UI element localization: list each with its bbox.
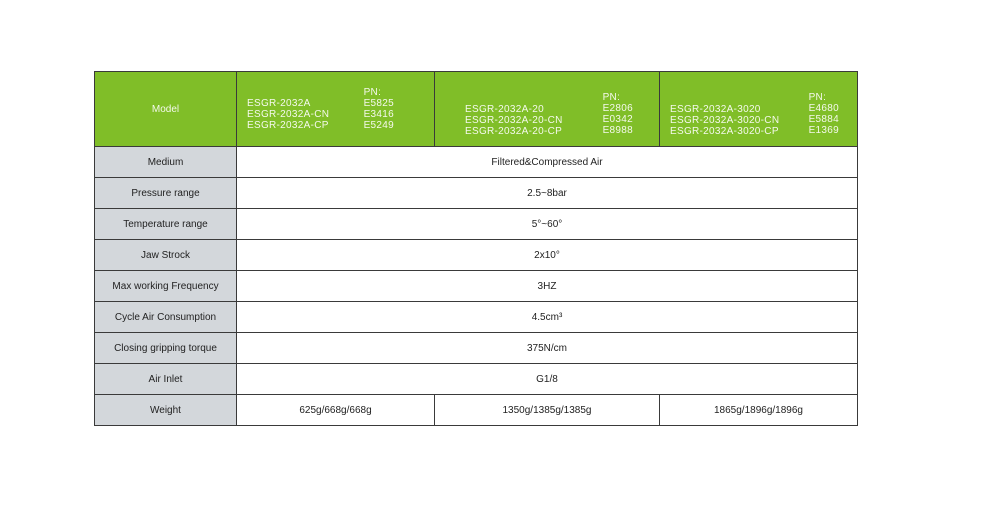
spec-label: Closing gripping torque <box>94 332 237 364</box>
weight-value: 1865g/1896g/1896g <box>659 394 858 426</box>
model-name: ESGR-2032A-3020-CN <box>670 114 780 126</box>
model-row: Model ESGR-2032A ESGR-2032A-CN ESGR-2032A-… <box>94 71 858 147</box>
pn: E8988 <box>602 125 633 136</box>
model-name: ESGR-2032A-20-CN <box>465 114 563 126</box>
pn: E1369 <box>808 125 839 136</box>
spec-row: Max working Frequency 3HZ <box>94 270 858 302</box>
model-cell: ESGR-2032A-3020 ESGR-2032A-3020-CN ESGR-20… <box>659 71 858 147</box>
spec-label: Medium <box>94 146 237 178</box>
spec-label: Pressure range <box>94 177 237 209</box>
model-label: Model <box>94 71 237 147</box>
model-name: ESGR-2032A-CP <box>247 119 329 131</box>
weight-value: 1350g/1385g/1385g <box>434 394 660 426</box>
pn: E4680 <box>808 103 839 114</box>
spec-value: Filtered&Compressed Air <box>236 146 858 178</box>
spec-label: Air Inlet <box>94 363 237 395</box>
spec-label: Temperature range <box>94 208 237 240</box>
spec-table: Model ESGR-2032A ESGR-2032A-CN ESGR-2032A-… <box>94 71 858 426</box>
spec-label: Jaw Strock <box>94 239 237 271</box>
spec-row: Cycle Air Consumption 4.5cm³ <box>94 301 858 333</box>
spec-label: Cycle Air Consumption <box>94 301 237 333</box>
model-name: ESGR-2032A-20-CP <box>465 125 563 137</box>
spec-value: 2x10° <box>236 239 858 271</box>
spec-value: G1/8 <box>236 363 858 395</box>
pn: E5825 <box>363 98 394 109</box>
weight-row: Weight 625g/668g/668g 1350g/1385g/1385g 186… <box>94 394 858 426</box>
spec-value: 2.5~8bar <box>236 177 858 209</box>
model-name: ESGR-2032A-20 <box>465 103 544 115</box>
pn-label: PN: <box>602 92 621 103</box>
spec-row: Medium Filtered&Compressed Air <box>94 146 858 178</box>
pn-label: PN: <box>808 92 827 103</box>
spec-row: Closing gripping torque 375N/cm <box>94 332 858 364</box>
model-cell: ESGR-2032A ESGR-2032A-CN ESGR-2032A-CP PN:… <box>236 71 435 147</box>
weight-label: Weight <box>94 394 237 426</box>
model-name: ESGR-2032A-CN <box>247 108 330 120</box>
weight-value: 625g/668g/668g <box>236 394 435 426</box>
spec-value: 3HZ <box>236 270 858 302</box>
model-name: ESGR-2032A <box>247 97 311 109</box>
pn: E2806 <box>602 103 633 114</box>
spec-value: 5°~60° <box>236 208 858 240</box>
pn: E0342 <box>602 114 633 125</box>
spec-row: Pressure range 2.5~8bar <box>94 177 858 209</box>
pn: E3416 <box>363 109 394 120</box>
spec-label: Max working Frequency <box>94 270 237 302</box>
model-cell: ESGR-2032A-20 ESGR-2032A-20-CN ESGR-2032A-… <box>434 71 660 147</box>
model-name: ESGR-2032A-3020-CP <box>670 125 779 137</box>
pn: E5884 <box>808 114 839 125</box>
spec-value: 4.5cm³ <box>236 301 858 333</box>
spec-row: Air Inlet G1/8 <box>94 363 858 395</box>
pn-label: PN: <box>363 87 382 98</box>
spec-row: Jaw Strock 2x10° <box>94 239 858 271</box>
pn: E5249 <box>363 120 394 131</box>
spec-value: 375N/cm <box>236 332 858 364</box>
model-name: ESGR-2032A-3020 <box>670 103 761 115</box>
spec-row: Temperature range 5°~60° <box>94 208 858 240</box>
